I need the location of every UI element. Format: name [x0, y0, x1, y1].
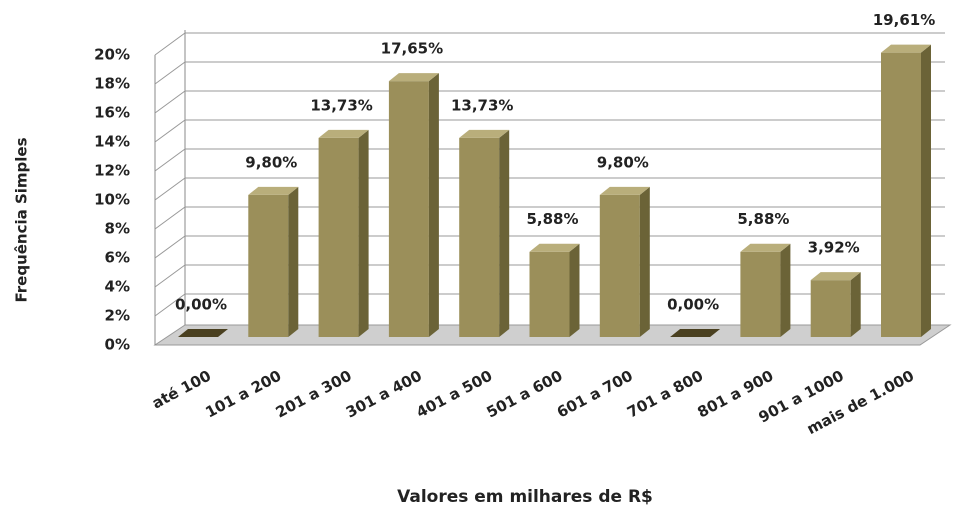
y-tick-label: 20%: [94, 46, 130, 64]
grid-line: [154, 32, 945, 56]
grid-line: [154, 119, 945, 143]
x-tick-label: 501 a 600: [484, 367, 566, 422]
bar-front: [459, 137, 500, 337]
y-tick-label: 2%: [105, 307, 130, 325]
bar-top: [529, 243, 580, 252]
bar-front: [248, 194, 289, 337]
bar-side: [639, 186, 650, 337]
y-axis-label: Frequência Simples: [13, 137, 31, 302]
bar-top: [599, 186, 650, 195]
y-tick-label: 18%: [94, 75, 130, 93]
bar-side: [780, 243, 791, 337]
bar-top: [810, 272, 861, 281]
bar-side: [569, 243, 580, 337]
bar-front: [318, 137, 359, 337]
bar: [740, 243, 791, 337]
bar-front: [881, 52, 921, 337]
bar: [459, 129, 510, 337]
value-label: 9,80%: [597, 153, 649, 171]
bar-top: [248, 186, 299, 195]
y-tick-label: 14%: [94, 133, 130, 151]
bar: [529, 243, 580, 337]
value-label: 5,88%: [737, 210, 789, 228]
grid-line: [154, 264, 945, 288]
y-tick-label: 6%: [105, 249, 130, 267]
value-label: 0,00%: [667, 296, 719, 314]
bar-top: [459, 129, 510, 138]
x-tick-label: 301 a 400: [343, 367, 425, 422]
x-axis-label: Valores em milhares de R$: [397, 487, 653, 507]
value-label: 13,73%: [451, 96, 513, 114]
bar-side: [428, 73, 439, 337]
bar: [388, 73, 439, 337]
bar: [810, 272, 861, 337]
bar-top: [670, 329, 721, 337]
bar-side: [850, 272, 861, 337]
x-tick-label: 701 a 800: [624, 367, 706, 422]
y-tick-label: 0%: [105, 336, 130, 354]
bar-front: [599, 194, 640, 337]
y-tick-label: 4%: [105, 278, 130, 296]
y-tick-label: 12%: [94, 162, 130, 180]
bar-side: [499, 129, 510, 337]
value-label: 13,73%: [310, 96, 372, 114]
bar-side: [358, 129, 369, 337]
grid-line: [154, 148, 945, 172]
bar: [248, 186, 299, 337]
bar-front: [388, 81, 429, 337]
value-label: 0,00%: [175, 296, 227, 314]
x-tick-label: 401 a 500: [413, 367, 495, 422]
bar-side: [921, 44, 931, 337]
value-label: 19,61%: [873, 11, 935, 29]
y-tick-label: 10%: [94, 191, 130, 209]
x-tick-label: 101 a 200: [202, 367, 284, 422]
value-label: 17,65%: [381, 40, 443, 58]
value-label: 5,88%: [526, 210, 578, 228]
grid-line: [154, 90, 945, 114]
bar-front: [740, 251, 781, 337]
y-tick-label: 8%: [105, 220, 130, 238]
grid-line: [154, 293, 945, 317]
bar-front: [810, 280, 851, 337]
x-tick-label: 201 a 300: [273, 367, 355, 422]
grid-line: [154, 235, 945, 259]
grid-line: [154, 61, 945, 85]
value-label: 9,80%: [245, 153, 297, 171]
bar: [318, 129, 369, 337]
y-tick-label: 16%: [94, 104, 130, 122]
bar: [178, 329, 228, 337]
grid-line: [154, 177, 945, 201]
bar: [670, 329, 721, 337]
bar-top: [388, 73, 439, 82]
grid-line: [154, 206, 945, 230]
value-label: 3,92%: [808, 239, 860, 257]
bar-top: [178, 329, 228, 337]
x-tick-label: 601 a 700: [554, 367, 636, 422]
bar-top: [881, 44, 931, 53]
bar-top: [318, 129, 369, 138]
bar-front: [529, 251, 570, 337]
bar-side: [288, 186, 299, 337]
bar-top: [740, 243, 791, 252]
bar: [881, 44, 931, 337]
bar: [599, 186, 650, 337]
